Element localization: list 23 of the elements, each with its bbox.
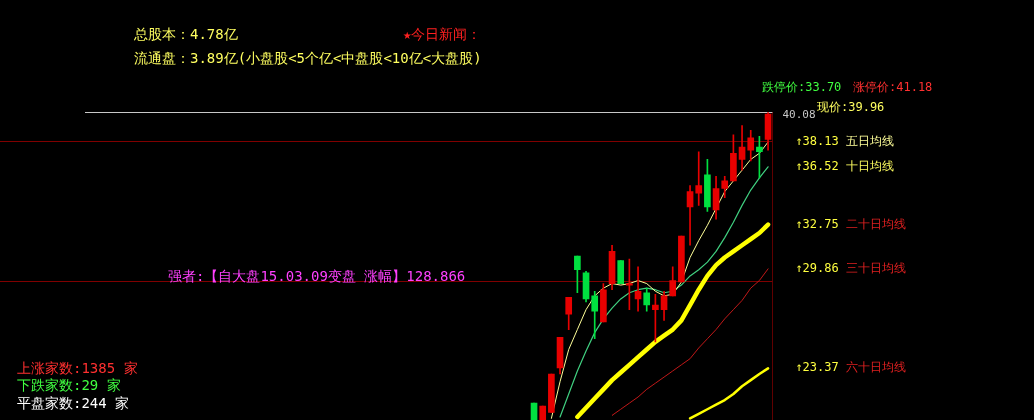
text: 下跌家数:29 家 (17, 377, 121, 393)
text: 总股本：4.78亿 (134, 26, 238, 42)
ref-line-label: 40.08 (782, 107, 816, 121)
text: 上涨家数:1385 家 (17, 360, 138, 376)
text: 强者:【自大盘15.03.09变盘 涨幅】128.866 (168, 268, 466, 284)
y-tick-label: ↑32.75 (795, 216, 839, 231)
text: ★今日新闻： (403, 26, 482, 42)
text: 流通盘：3.89亿(小盘股<5个亿<中盘股<10亿<大盘股) (134, 50, 482, 66)
candlestick (695, 151, 703, 206)
text: 涨停价:41.18 (853, 80, 933, 94)
text: 十日均线 (846, 158, 895, 173)
text: 二十日均线 (846, 216, 907, 231)
text: 跌停价:33.70 (762, 80, 842, 94)
y-tick-label: ↑29.86 (795, 260, 839, 275)
y-tick-label: ↑38.13 (795, 134, 839, 149)
text: 五日均线 (846, 134, 895, 149)
candlestick (686, 185, 694, 246)
text: 三十日均线 (846, 260, 907, 275)
text: 现价:39.96 (817, 100, 885, 114)
text: 六十日均线 (846, 360, 907, 375)
text: 平盘家数:244 家 (17, 395, 130, 411)
y-tick-label: ↑36.52 (795, 158, 839, 173)
y-tick-label: ↑23.37 (795, 360, 839, 375)
